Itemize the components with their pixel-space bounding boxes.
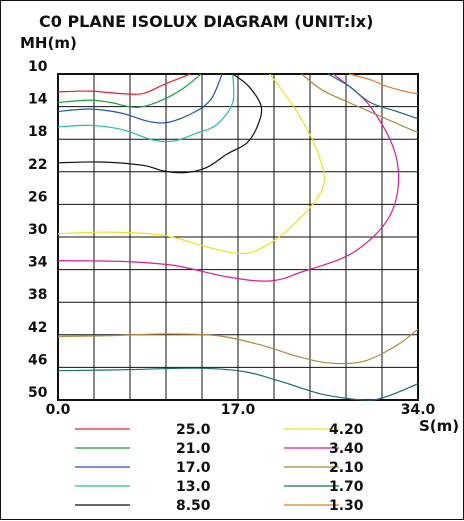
- legend-label: 21.0: [176, 441, 211, 457]
- x-tick-labels: 0.0 17.0 34.0: [46, 402, 436, 418]
- chart-title: C0 PLANE ISOLUX DIAGRAM (UNIT:lx): [39, 12, 373, 31]
- y-tick-label: 46: [28, 352, 47, 368]
- isolux-curve-21-0: [57, 73, 202, 109]
- y-tick-label: 18: [28, 124, 47, 140]
- legend-label: 2.10: [329, 460, 364, 476]
- grid: [57, 73, 419, 401]
- legend-label: 1.70: [329, 479, 364, 495]
- y-tick-label: 14: [28, 92, 48, 108]
- isolux-curve-unlabeled: [327, 73, 419, 120]
- isolux-curve-25-0: [57, 73, 191, 95]
- legend-label: 13.0: [176, 479, 211, 495]
- isolux-curve-13-0: [57, 73, 235, 143]
- y-tick-label: 38: [28, 287, 47, 303]
- isolux-curve-4-20: [57, 73, 325, 255]
- isolux-curve-1-70: [57, 367, 419, 401]
- legend: 25.0 21.0 17.0 13.0 8.50 4.20 3.40 2.10 1.70 1.30: [75, 422, 364, 514]
- plot-border: [57, 73, 419, 401]
- y-tick-label: 26: [28, 189, 47, 205]
- x-tick-label: 34.0: [401, 402, 436, 418]
- y-tick-label: 22: [28, 157, 47, 173]
- y-tick-label: 10: [28, 59, 48, 75]
- isolux-curve-1-30: [349, 73, 419, 95]
- y-axis-label: MH(m): [20, 34, 77, 52]
- y-tick-label: 42: [28, 320, 47, 336]
- y-tick-label: 30: [28, 222, 48, 238]
- x-tick-label: 17.0: [221, 402, 256, 418]
- isolux-curve-8-50: [57, 73, 263, 174]
- y-tick-label: 50: [28, 385, 48, 401]
- legend-label: 17.0: [176, 460, 211, 476]
- isolux-curve-unlabeled: [301, 73, 419, 134]
- legend-label: 3.40: [329, 441, 364, 457]
- legend-label: 1.30: [329, 498, 364, 514]
- isolux-curve-3-40: [57, 73, 400, 282]
- y-tick-label: 34: [28, 255, 48, 271]
- legend-label: 8.50: [176, 498, 211, 514]
- isolux-curve-2-10: [57, 328, 419, 365]
- x-tick-label: 0.0: [46, 402, 71, 418]
- x-axis-label: S(m): [419, 417, 459, 435]
- isolux-curves: [57, 73, 419, 401]
- y-tick-labels: 10 14 18 22 26 30 34 38 42 46 50: [28, 59, 48, 401]
- isolux-curve-17-0: [57, 73, 223, 124]
- legend-label: 4.20: [329, 422, 364, 438]
- legend-label: 25.0: [176, 422, 211, 438]
